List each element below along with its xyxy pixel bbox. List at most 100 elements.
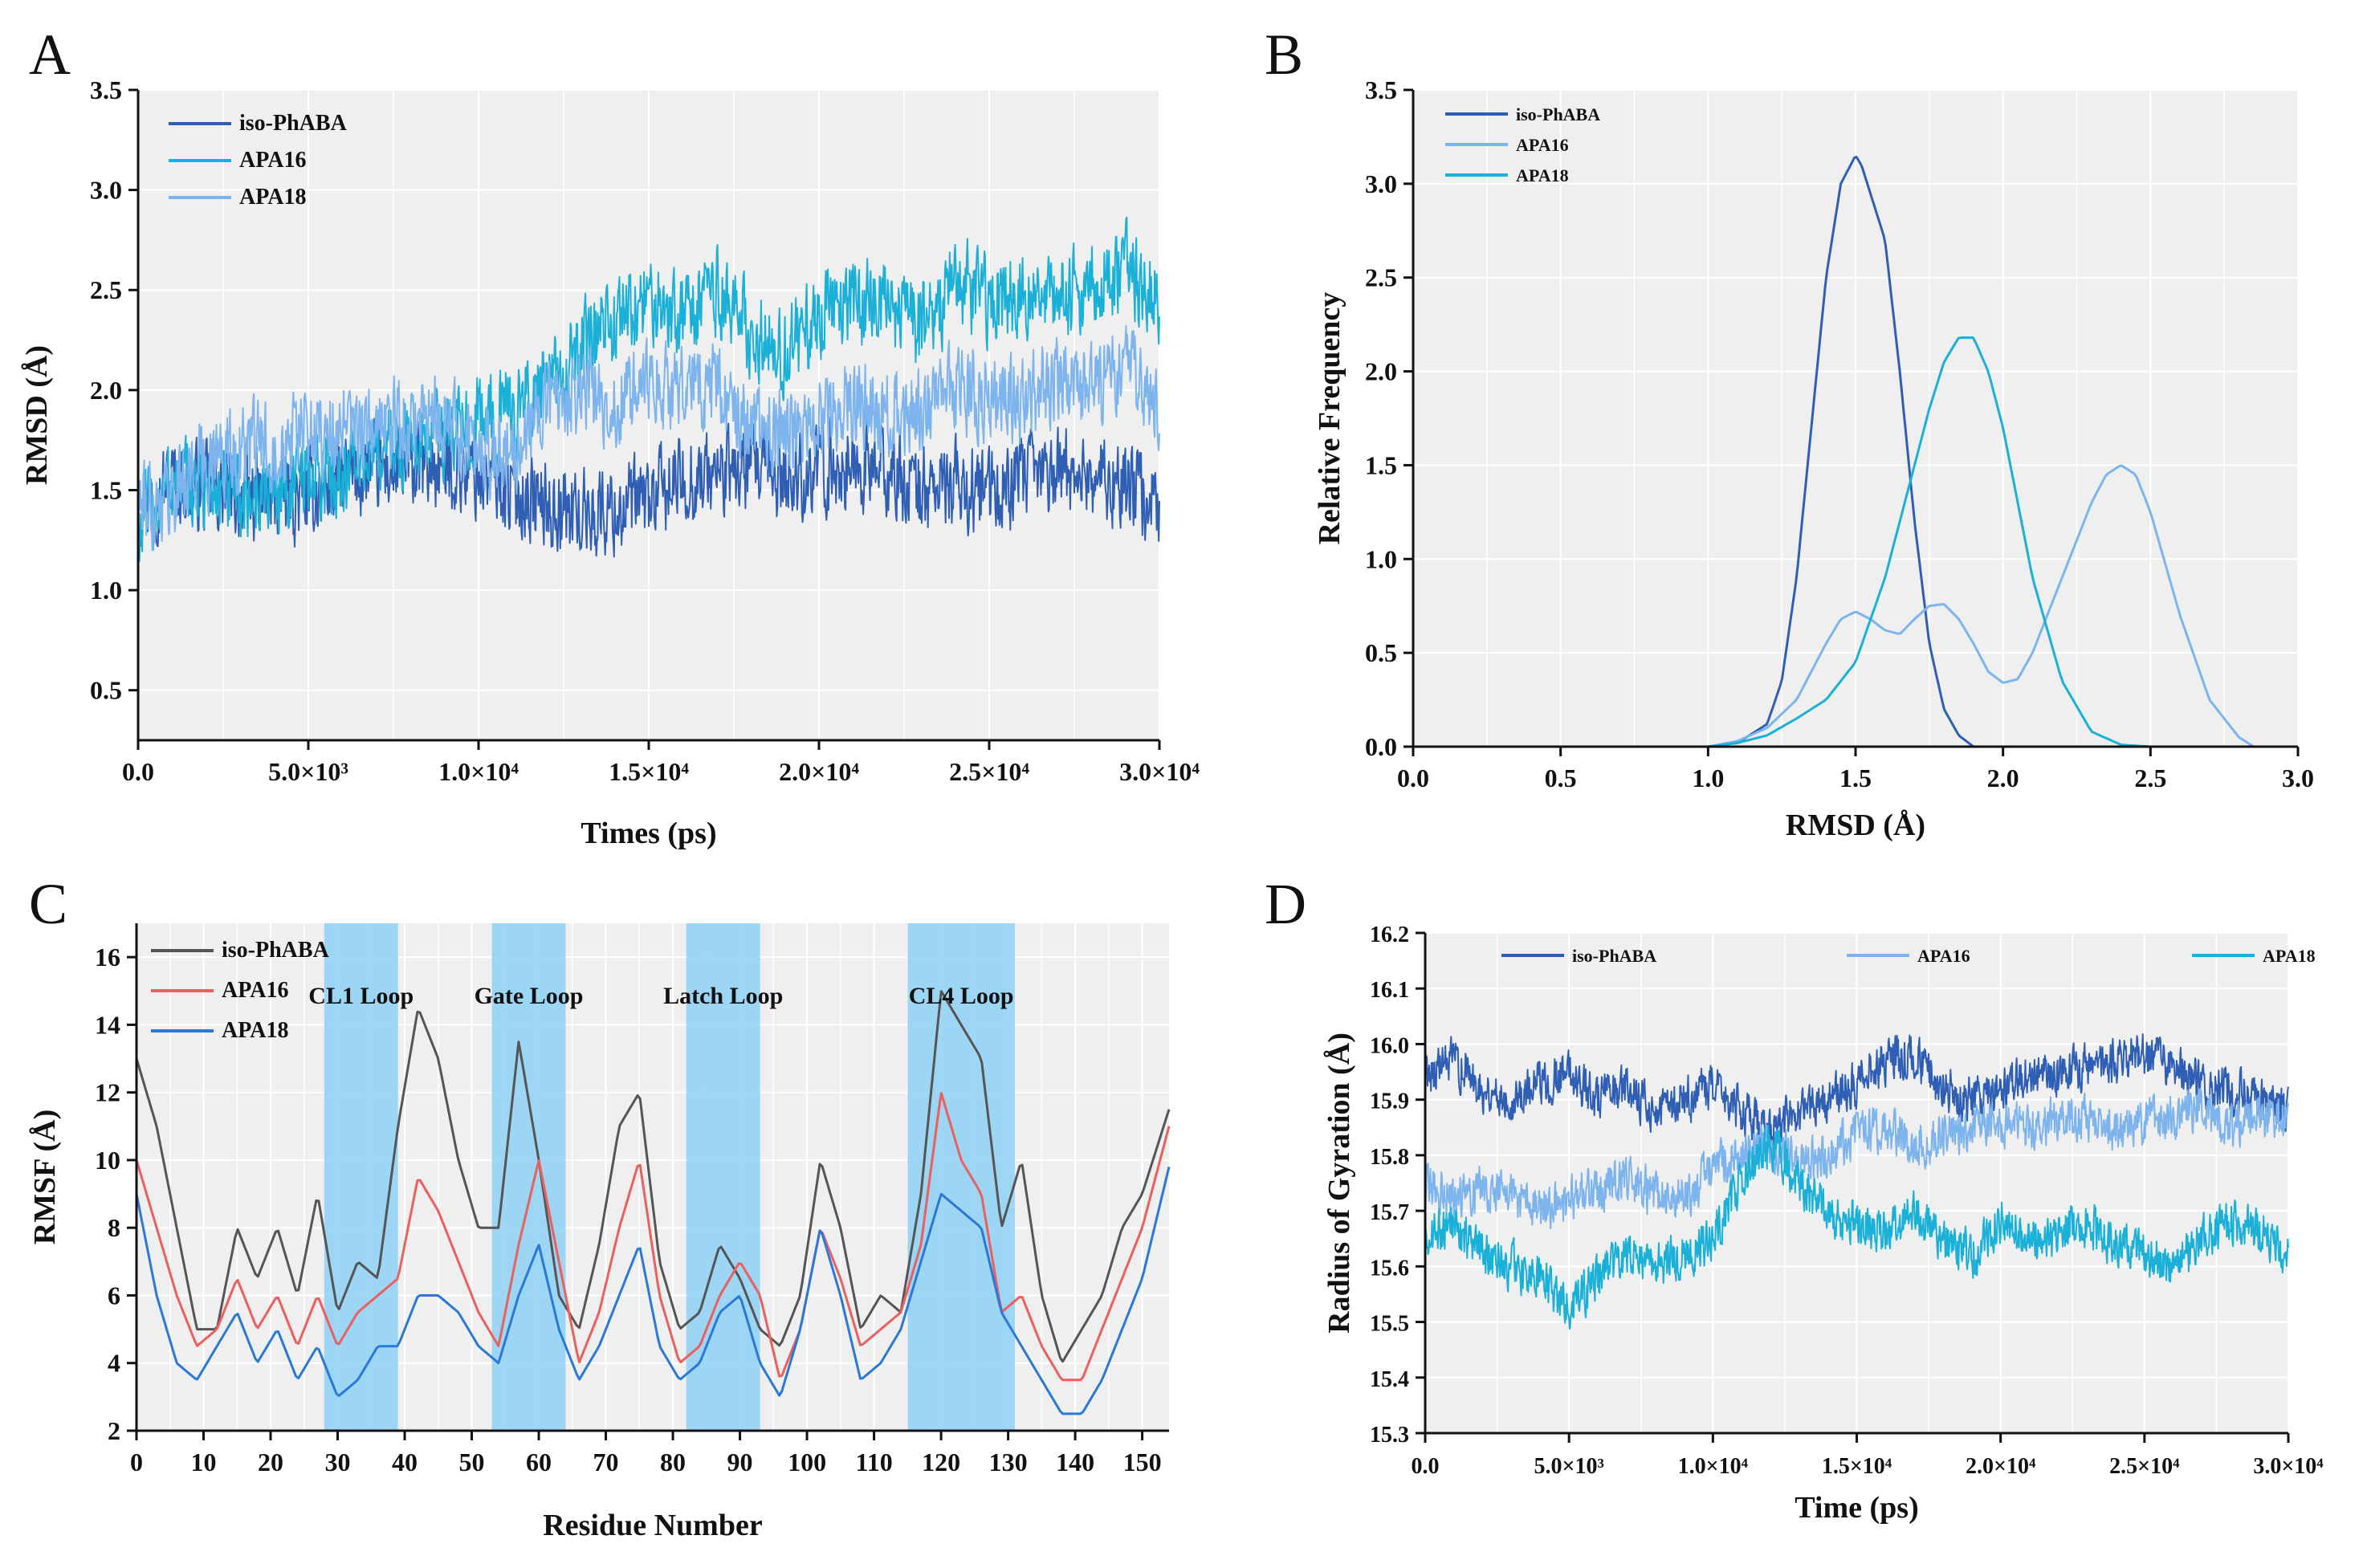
x-tick-label: 1.0×10⁴ bbox=[438, 757, 519, 786]
legend-label: APA18 bbox=[239, 185, 306, 210]
legend-label: APA18 bbox=[222, 1018, 288, 1043]
x-tick-label: 130 bbox=[989, 1448, 1028, 1476]
x-tick-label: 40 bbox=[392, 1448, 418, 1476]
x-tick-label: 0.5 bbox=[1545, 764, 1577, 792]
legend-label: iso-PhABA bbox=[1572, 946, 1656, 966]
series-line-apa18 bbox=[1708, 336, 2151, 748]
x-tick-label: 140 bbox=[1056, 1448, 1094, 1476]
x-tick-label: 1.0×10⁴ bbox=[1678, 1454, 1749, 1479]
x-axis-title: RMSD (Å) bbox=[1786, 808, 1925, 842]
y-tick-label: 2.5 bbox=[90, 275, 122, 304]
x-tick-label: 90 bbox=[727, 1448, 753, 1476]
x-axis-title: Residue Number bbox=[543, 1509, 763, 1542]
x-tick-label: 100 bbox=[788, 1448, 826, 1476]
x-tick-label: 3.0 bbox=[2282, 764, 2314, 792]
series-line-iso-phaba bbox=[135, 990, 1171, 1363]
y-tick-label: 16.0 bbox=[1370, 1033, 1409, 1058]
y-tick-label: 0.5 bbox=[1365, 638, 1397, 667]
legend-label: APA18 bbox=[1516, 165, 1569, 185]
x-tick-label: 70 bbox=[593, 1448, 619, 1476]
legend-label: APA16 bbox=[239, 148, 306, 173]
y-tick-label: 15.6 bbox=[1370, 1256, 1409, 1281]
x-tick-label: 3.0×10⁴ bbox=[1119, 757, 1200, 786]
x-tick-label: 150 bbox=[1123, 1448, 1162, 1476]
x-tick-label: 2.5×10⁴ bbox=[949, 757, 1029, 786]
legend-label: APA16 bbox=[222, 978, 288, 1003]
panel-letter-c: C bbox=[29, 872, 67, 936]
y-axis-title: RMSF (Å) bbox=[28, 1110, 62, 1245]
region-label-2: Gate Loop bbox=[475, 983, 584, 1009]
x-axis-title: Times (ps) bbox=[581, 817, 716, 850]
legend-label: iso-PhABA bbox=[1516, 104, 1600, 124]
y-tick-label: 10 bbox=[95, 1146, 120, 1175]
y-tick-label: 1.5 bbox=[1365, 450, 1397, 479]
region-label-4: CL4 Loop bbox=[909, 983, 1014, 1009]
y-tick-label: 14 bbox=[95, 1010, 120, 1039]
grid bbox=[1424, 932, 2289, 1434]
y-tick-label: 1.0 bbox=[90, 576, 122, 605]
x-tick-label: 80 bbox=[660, 1448, 686, 1476]
legend: iso-PhABA APA16 APA18 bbox=[151, 938, 330, 1043]
legend: iso-PhABA APA16 APA18 bbox=[169, 111, 348, 210]
legend-label: APA16 bbox=[1917, 946, 1970, 966]
y-tick-label: 3.0 bbox=[90, 176, 122, 205]
x-tick-label: 2.0 bbox=[1987, 764, 2019, 792]
y-tick-label: 6 bbox=[108, 1281, 120, 1309]
grid bbox=[1412, 89, 2299, 747]
panel-a-rmsd-time: 0.0 5.0×10³ 1.0×10⁴ 1.5×10⁴ 2.0×10⁴ 2.5×10⁴ 3.… bbox=[20, 75, 1200, 850]
x-tick-label: 5.0×10³ bbox=[1534, 1454, 1603, 1479]
series-line-apa16 bbox=[1424, 1087, 2289, 1229]
x-tick-label: 1.5 bbox=[1839, 764, 1872, 792]
y-tick-label: 15.5 bbox=[1370, 1312, 1409, 1337]
region-4 bbox=[907, 923, 1015, 1431]
x-tick-label: 0.0 bbox=[122, 757, 154, 786]
y-tick-label: 15.7 bbox=[1370, 1200, 1409, 1225]
y-tick-label: 0.0 bbox=[1365, 732, 1397, 761]
x-tick-label: 30 bbox=[325, 1448, 351, 1476]
legend-label: APA18 bbox=[2263, 946, 2316, 966]
y-tick-label: 15.4 bbox=[1370, 1367, 1409, 1392]
y-tick-label: 16 bbox=[95, 943, 120, 971]
panel-d-radius-of-gyration: 0.0 5.0×10³ 1.0×10⁴ 1.5×10⁴ 2.0×10⁴ 2.5×10⁴ 3.… bbox=[1322, 922, 2324, 1525]
y-tick-label: 2 bbox=[108, 1416, 120, 1445]
y-axis-title: Relative Frequency bbox=[1313, 292, 1346, 545]
legend: iso-PhABA APA16 APA18 bbox=[1445, 104, 1600, 185]
panel-letter-d: D bbox=[1265, 872, 1306, 936]
region-label-3: Latch Loop bbox=[663, 983, 783, 1009]
region-label-1: CL1 Loop bbox=[308, 983, 414, 1009]
x-tick-label: 10 bbox=[191, 1448, 217, 1476]
legend-label: iso-PhABA bbox=[239, 111, 348, 136]
y-tick-label: 15.3 bbox=[1370, 1423, 1409, 1448]
panel-letter-a: A bbox=[29, 22, 71, 87]
series-line-apa16 bbox=[1708, 464, 2255, 748]
legend: iso-PhABA APA16 APA18 bbox=[1501, 946, 2316, 966]
y-tick-label: 2.5 bbox=[1365, 263, 1397, 292]
y-tick-label: 1.5 bbox=[90, 475, 122, 504]
series-line-apa16 bbox=[135, 1092, 1171, 1382]
panel-letter-b: B bbox=[1265, 22, 1303, 87]
y-tick-label: 16.2 bbox=[1370, 922, 1409, 947]
y-tick-label: 2.0 bbox=[1365, 357, 1397, 386]
y-tick-label: 3.5 bbox=[90, 75, 122, 104]
y-tick-label: 15.8 bbox=[1370, 1145, 1409, 1170]
x-tick-label: 3.0×10⁴ bbox=[2253, 1454, 2324, 1479]
y-tick-label: 16.1 bbox=[1370, 978, 1409, 1003]
x-tick-label: 60 bbox=[526, 1448, 552, 1476]
x-tick-label: 20 bbox=[258, 1448, 283, 1476]
x-tick-label: 2.0×10⁴ bbox=[1966, 1454, 2036, 1479]
x-tick-label: 120 bbox=[922, 1448, 960, 1476]
panel-b-rmsd-distribution: 0.0 0.5 1.0 1.5 2.0 2.5 3.0 0.0 0.5 1.0 1.5 2.0 2.5 3… bbox=[1313, 75, 2314, 842]
x-axis-title: Time (ps) bbox=[1795, 1491, 1918, 1525]
x-tick-label: 50 bbox=[459, 1448, 485, 1476]
y-tick-label: 2.0 bbox=[90, 376, 122, 405]
series-line-apa16 bbox=[137, 216, 1160, 562]
x-tick-label: 0.0 bbox=[1397, 764, 1429, 792]
series-line-apa18 bbox=[1424, 1124, 2289, 1330]
y-tick-label: 15.9 bbox=[1370, 1089, 1409, 1114]
x-tick-label: 1.0 bbox=[1692, 764, 1724, 792]
y-tick-label: 8 bbox=[108, 1213, 120, 1242]
y-tick-label: 3.0 bbox=[1365, 169, 1397, 198]
series-line-apa18 bbox=[135, 1167, 1171, 1415]
y-tick-label: 0.5 bbox=[90, 676, 122, 705]
